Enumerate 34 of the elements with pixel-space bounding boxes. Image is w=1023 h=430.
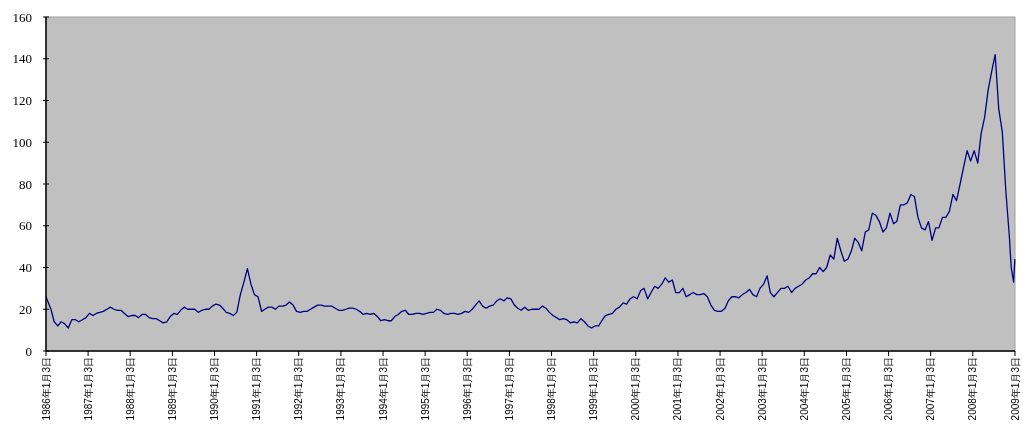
x-tick-label: 1986年1月3日	[40, 357, 52, 421]
x-tick-label: 1988年1月3日	[124, 357, 136, 421]
x-tick-label: 2001年1月3日	[672, 357, 684, 421]
y-tick-label: 0	[25, 343, 32, 359]
x-tick-label: 2002年1月3日	[714, 357, 726, 421]
x-tick-label: 1990年1月3日	[209, 357, 221, 421]
x-tick-label: 1994年1月3日	[377, 357, 389, 421]
y-tick-label: 80	[19, 176, 32, 192]
y-tick-label: 140	[12, 51, 32, 67]
x-tick-label: 1992年1月3日	[293, 357, 305, 421]
y-tick-label: 60	[19, 218, 32, 234]
y-tick-label: 120	[12, 93, 32, 109]
x-tick-label: 2000年1月3日	[630, 357, 642, 421]
x-tick-label: 1989年1月3日	[166, 357, 178, 421]
x-tick-label: 1993年1月3日	[335, 357, 347, 421]
x-tick-label: 2005年1月3日	[840, 357, 852, 421]
x-tick-label: 2006年1月3日	[883, 357, 895, 421]
x-tick-label: 1991年1月3日	[251, 357, 263, 421]
x-tick-label: 1999年1月3日	[588, 357, 600, 421]
y-tick-label: 40	[19, 260, 32, 276]
x-tick-label: 2004年1月3日	[798, 357, 810, 421]
x-tick-label: 1997年1月3日	[503, 357, 515, 421]
x-tick-label: 1987年1月3日	[82, 357, 94, 421]
x-tick-label: 2009年1月3日	[1009, 357, 1021, 421]
x-tick-label: 2003年1月3日	[756, 357, 768, 421]
x-tick-label: 2008年1月3日	[967, 357, 979, 421]
line-series	[45, 53, 1016, 329]
x-tick-label: 1996年1月3日	[461, 357, 473, 421]
x-tick-label: 2007年1月3日	[925, 357, 937, 421]
y-tick-label: 160	[12, 9, 32, 25]
x-tick-label: 1998年1月3日	[546, 357, 558, 421]
x-tick-label: 1995年1月3日	[419, 357, 431, 421]
y-tick-label: 100	[12, 134, 32, 150]
y-tick-label: 20	[19, 301, 32, 317]
